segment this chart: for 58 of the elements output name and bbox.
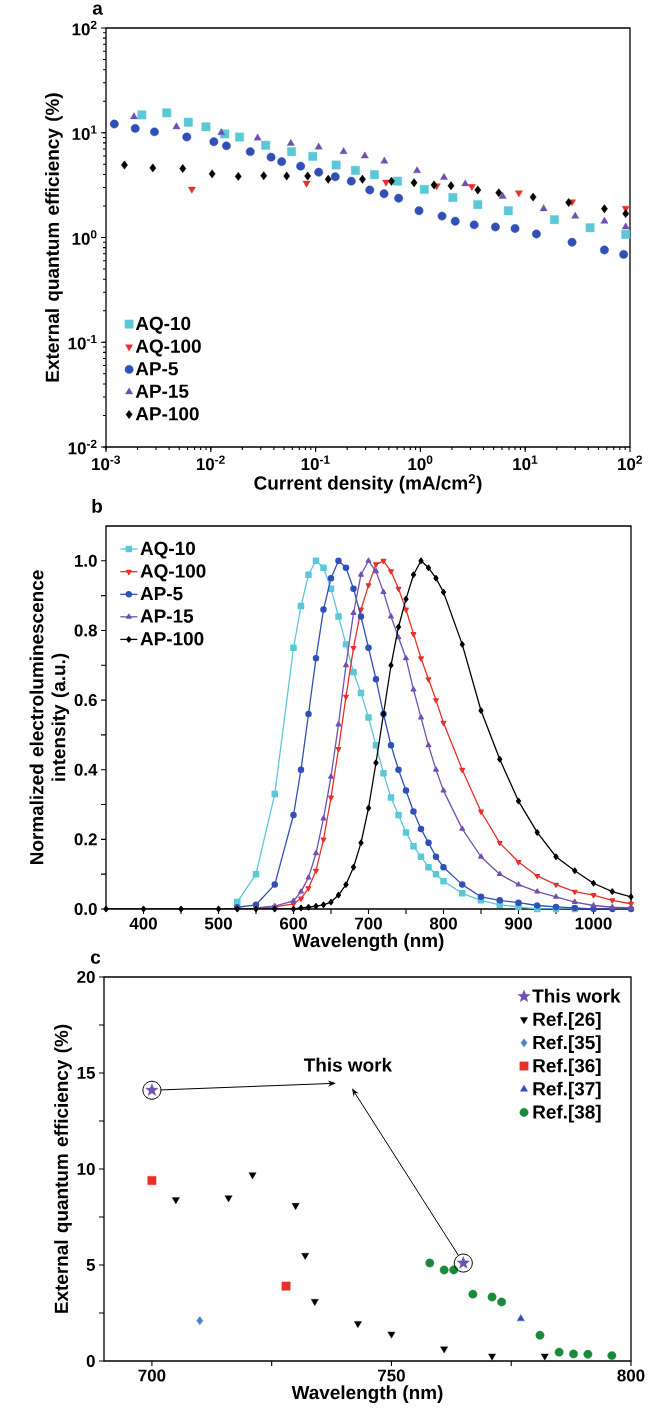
x-tick-label: 400 <box>129 917 157 930</box>
legend-label: Ref.[35] <box>533 1035 601 1053</box>
legend-label: AQ-100 <box>140 564 206 582</box>
x-tick-label: 700 <box>138 1369 166 1382</box>
legend-label: AP-100 <box>135 407 199 421</box>
y-axis-title: External quantum efficiency (%) <box>53 1024 72 1313</box>
y-axis-title: Normalized electroluminescence intensity (a.u.) <box>29 570 69 865</box>
legend-label: Ref.[26] <box>533 1012 601 1030</box>
x-axis-title: Current density (mA/cm$^{2}$) <box>254 474 482 494</box>
legend-label: Ref.[37] <box>533 1081 601 1100</box>
legend-label: AP-5 <box>135 362 178 376</box>
x-tick-label: 800 <box>429 917 457 930</box>
x-tick-label: 1000 <box>575 917 612 930</box>
x-tick-label: 10$^{1}$ <box>513 455 538 471</box>
x-tick-label: 10$^{2}$ <box>617 455 642 471</box>
chart-title: b <box>92 498 102 513</box>
y-tick-label: 5 <box>86 1259 95 1271</box>
y-tick-label: 10$^{0}$ <box>72 230 97 245</box>
chart-title: a <box>92 4 103 15</box>
legend-label: AQ-100 <box>135 339 201 357</box>
x-tick-label: 10$^{-3}$ <box>91 455 120 471</box>
chart-title: c <box>90 953 101 964</box>
y-tick-label: 0.2 <box>74 833 97 846</box>
legend-label: AP-15 <box>140 609 193 623</box>
legend-label: AP-100 <box>140 632 204 646</box>
x-tick-label: 750 <box>377 1369 405 1382</box>
legend-label: This work <box>532 988 621 1003</box>
x-tick-label: 10$^{-1}$ <box>301 455 330 471</box>
y-tick-label: 15 <box>77 1067 95 1079</box>
y-tick-label: 10$^{-1}$ <box>68 334 97 350</box>
y-axis-title: External quantum efficiency (%) <box>44 93 63 382</box>
x-tick-label: 500 <box>204 917 232 930</box>
y-tick-label: 10$^{2}$ <box>72 20 97 36</box>
x-axis-title: Wavelength (nm) <box>292 933 444 952</box>
x-tick-label: 700 <box>354 917 382 930</box>
y-tick-label: 0.6 <box>74 694 97 707</box>
y-tick-label: 10 <box>77 1162 95 1175</box>
y-tick-label: 0.4 <box>74 763 98 776</box>
x-tick-label: 900 <box>504 917 532 930</box>
annotation: This work <box>303 1057 392 1072</box>
x-tick-label: 600 <box>279 917 307 930</box>
y-tick-label: 20 <box>77 970 95 983</box>
x-tick-label: 10$^{-2}$ <box>196 455 225 471</box>
x-tick-label: 10$^{0}$ <box>408 455 433 471</box>
y-tick-label: 10$^{-2}$ <box>68 439 97 455</box>
legend-label: AQ-10 <box>140 541 195 559</box>
y-tick-label: 0 <box>86 1354 95 1367</box>
legend-label: AP-15 <box>135 384 189 398</box>
y-tick-label: 1.0 <box>74 554 97 567</box>
x-tick-label: 800 <box>617 1369 645 1382</box>
legend-label: AP-5 <box>140 587 183 601</box>
y-tick-label: 0.0 <box>74 902 97 915</box>
legend-label: AQ-10 <box>135 316 191 334</box>
x-axis-title: Wavelength (nm) <box>291 1385 443 1404</box>
legend-label: Ref.[36] <box>533 1058 601 1077</box>
legend-label: Ref.[38] <box>533 1104 601 1123</box>
y-tick-label: 10$^{1}$ <box>72 125 97 141</box>
y-tick-label: 0.8 <box>74 624 97 637</box>
